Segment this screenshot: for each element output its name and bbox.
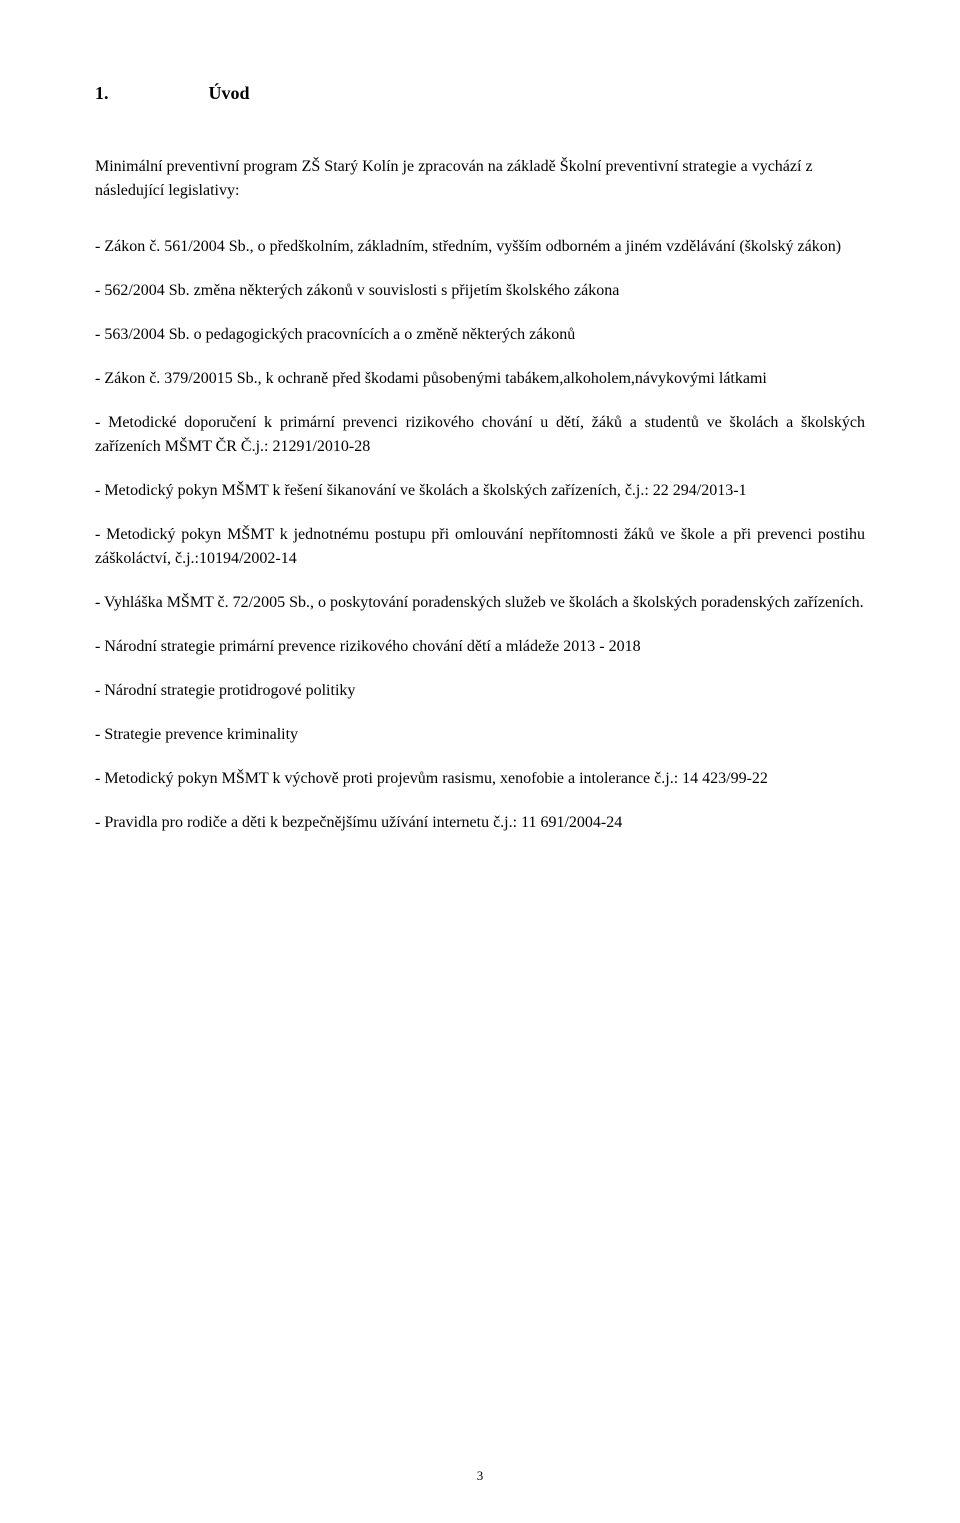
body-paragraph: - Metodické doporučení k primární preven…	[95, 411, 865, 459]
page-number: 3	[477, 1466, 484, 1486]
body-paragraph: - 562/2004 Sb. změna některých zákonů v …	[95, 279, 865, 303]
section-title: Úvod	[209, 80, 250, 107]
body-paragraph: - Pravidla pro rodiče a děti k bezpečněj…	[95, 811, 865, 835]
body-paragraph: - 563/2004 Sb. o pedagogických pracovníc…	[95, 323, 865, 347]
section-number: 1.	[95, 80, 109, 107]
body-paragraph: - Národní strategie primární prevence ri…	[95, 635, 865, 659]
intro-paragraph: Minimální preventivní program ZŠ Starý K…	[95, 155, 865, 203]
body-paragraph: - Zákon č. 379/20015 Sb., k ochraně před…	[95, 367, 865, 391]
body-paragraph: - Metodický pokyn MŠMT k jednotnému post…	[95, 523, 865, 571]
body-paragraph: - Zákon č. 561/2004 Sb., o předškolním, …	[95, 235, 865, 259]
body-paragraph: - Metodický pokyn MŠMT k řešení šikanová…	[95, 479, 865, 503]
body-paragraph: - Metodický pokyn MŠMT k výchově proti p…	[95, 767, 865, 791]
body-paragraph: - Strategie prevence kriminality	[95, 723, 865, 747]
body-paragraph: - Vyhláška MŠMT č. 72/2005 Sb., o poskyt…	[95, 591, 865, 615]
body-paragraph: - Národní strategie protidrogové politik…	[95, 679, 865, 703]
section-header: 1. Úvod	[95, 80, 865, 107]
